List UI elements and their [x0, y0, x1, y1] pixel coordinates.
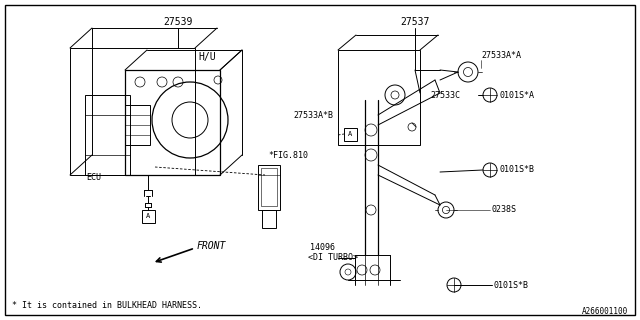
Text: 0101S*A: 0101S*A: [500, 91, 535, 100]
Bar: [125, 70, 220, 175]
Bar: [142, 210, 155, 223]
Bar: [125, 105, 150, 145]
Text: 27533A*A: 27533A*A: [481, 51, 521, 60]
Bar: [85, 95, 130, 175]
Bar: [261, 168, 277, 206]
Text: A266001100: A266001100: [582, 308, 628, 316]
Bar: [344, 128, 357, 141]
Text: <DI TURBO>: <DI TURBO>: [308, 253, 358, 262]
Bar: [262, 210, 276, 228]
Bar: [258, 165, 280, 210]
Text: 27537: 27537: [400, 17, 429, 27]
Text: H/U: H/U: [198, 52, 216, 62]
Bar: [338, 50, 420, 145]
Text: 14096: 14096: [310, 244, 335, 252]
Text: A: A: [348, 132, 353, 138]
Text: * It is contained in BULKHEAD HARNESS.: * It is contained in BULKHEAD HARNESS.: [12, 300, 202, 309]
Text: 0101S*B: 0101S*B: [500, 165, 535, 174]
Text: FRONT: FRONT: [197, 241, 227, 251]
Text: A: A: [147, 213, 150, 220]
Text: ECU: ECU: [86, 173, 101, 182]
Text: 0101S*B: 0101S*B: [494, 281, 529, 290]
Text: *FIG.810: *FIG.810: [268, 150, 308, 159]
Text: 27533C: 27533C: [430, 91, 460, 100]
Text: 27533A*B: 27533A*B: [293, 110, 333, 119]
Text: 0238S: 0238S: [492, 205, 517, 214]
Text: 27539: 27539: [163, 17, 193, 27]
